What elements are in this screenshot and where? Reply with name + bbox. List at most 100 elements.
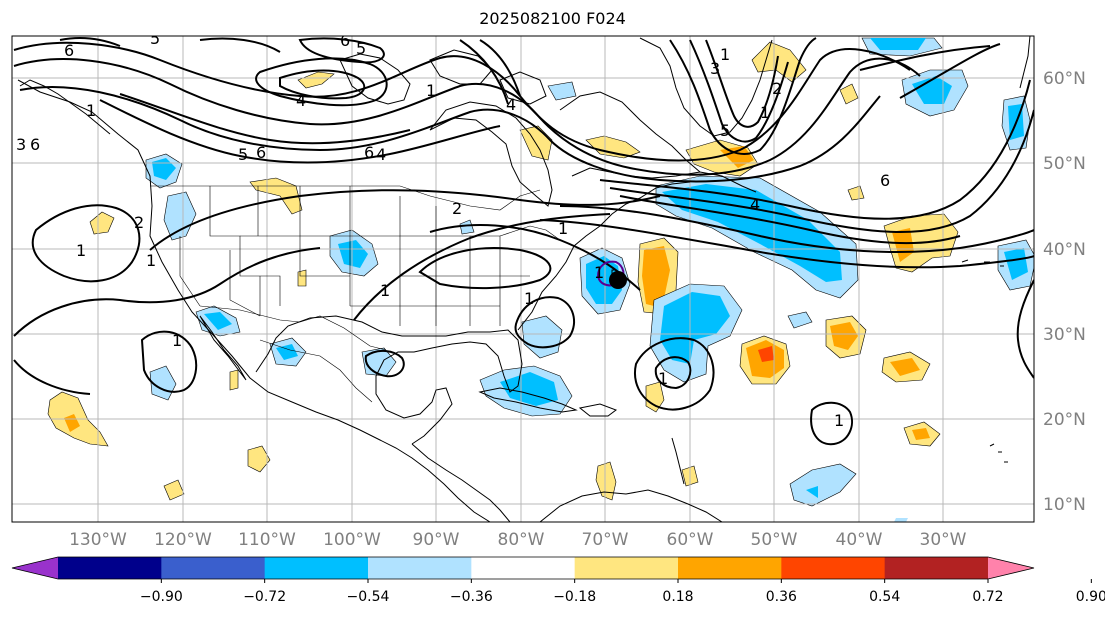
contour-line xyxy=(19,86,881,183)
lat-tick-label: 30°N xyxy=(1043,325,1086,345)
positive-anomaly xyxy=(595,461,617,501)
lon-tick-label: 90°W xyxy=(413,530,460,550)
colorbar-segment xyxy=(471,557,576,579)
contour-line xyxy=(479,39,521,97)
contour-line xyxy=(13,247,321,337)
lat-tick-label: 20°N xyxy=(1043,410,1086,430)
negative-anomaly xyxy=(276,344,298,360)
contour-label: 1 xyxy=(834,411,844,430)
contour-label: 6 xyxy=(256,143,266,162)
colorbar-segment xyxy=(781,557,886,579)
lon-tick-label: 30°W xyxy=(920,530,967,550)
border-us-canada xyxy=(150,185,541,211)
negative-anomaly xyxy=(163,191,197,241)
lon-tick-label: 130°W xyxy=(69,530,127,550)
positive-anomaly xyxy=(642,246,670,308)
contour-label: 5 xyxy=(238,145,248,164)
contour-line xyxy=(364,350,405,378)
arctic-islands xyxy=(499,71,547,105)
contour-line xyxy=(13,57,921,176)
colorbar-segment xyxy=(264,557,369,579)
negative-anomaly xyxy=(894,518,908,522)
colorbar-segment xyxy=(161,557,266,579)
contour-label: 2 xyxy=(772,79,782,98)
negative-anomaly xyxy=(459,219,475,235)
state-line xyxy=(240,235,351,306)
colorbar-tick-label: 0.18 xyxy=(662,589,693,605)
negative-anomaly xyxy=(521,315,563,359)
hispaniola xyxy=(578,403,618,417)
contour-label: 1 xyxy=(720,45,730,64)
contour-line xyxy=(298,37,385,64)
contour-label: 1 xyxy=(146,251,156,270)
state-borders xyxy=(150,185,561,403)
contour-line xyxy=(559,205,1034,253)
contours xyxy=(13,37,1034,446)
colorbar-tick-label: 0.90 xyxy=(1076,589,1105,605)
contour-line xyxy=(31,204,141,283)
positive-anomaly xyxy=(847,185,865,201)
colorbar-tick-label: −0.36 xyxy=(450,589,493,605)
lon-tick-label: 70°W xyxy=(582,530,629,550)
contour-line xyxy=(705,39,779,128)
contour-line xyxy=(353,213,611,321)
positive-anomaly xyxy=(839,83,859,105)
europe-edge xyxy=(1019,36,1031,89)
lesser-antilles xyxy=(671,437,685,485)
contour-label: 4 xyxy=(750,195,760,214)
coastlines xyxy=(17,36,1031,522)
lon-tick-label: 100°W xyxy=(323,530,381,550)
alaska-islands xyxy=(19,79,111,135)
contour-label: 6 xyxy=(364,143,374,162)
positive-anomaly xyxy=(830,322,858,350)
positive-anomaly xyxy=(585,135,641,159)
us-east-coast xyxy=(517,181,691,331)
contour-label: 5 xyxy=(720,121,730,140)
arctic-islands xyxy=(339,53,411,105)
positive-anomaly xyxy=(247,445,271,473)
contour-line xyxy=(459,39,509,105)
contour-label: 6 xyxy=(340,31,350,50)
positive-anomaly xyxy=(890,358,920,376)
negative-anomaly xyxy=(660,292,730,364)
latitude-labels: 60°N 50°N 40°N 30°N 20°N 10°N xyxy=(1043,69,1086,515)
lon-tick-label: 120°W xyxy=(154,530,212,550)
colorbar-segment xyxy=(368,557,472,579)
contour-line xyxy=(599,79,1031,220)
positive-anomaly xyxy=(89,211,115,235)
state-line xyxy=(470,235,530,326)
map-frame xyxy=(11,35,1035,523)
negative-anomaly xyxy=(204,312,232,330)
contour-line xyxy=(859,45,991,71)
central-america xyxy=(411,443,511,522)
north-america-west-coast xyxy=(17,79,491,522)
contour-label: 5 xyxy=(150,29,160,48)
colorbar-outline xyxy=(11,556,1035,580)
negative-anomaly xyxy=(912,76,952,104)
colorbar-tick-label: −0.90 xyxy=(140,589,183,605)
colorbar-segment xyxy=(884,557,989,579)
contour-line xyxy=(514,296,575,349)
contour-line xyxy=(149,189,661,251)
contour-line xyxy=(279,69,366,100)
positive-anomaly xyxy=(249,177,303,215)
contour-line xyxy=(634,337,715,411)
contour-line xyxy=(619,195,961,245)
positive-anomaly xyxy=(645,381,665,413)
lon-tick-label: 40°W xyxy=(836,530,883,550)
storm-center-marker xyxy=(609,271,627,289)
lon-tick-label: 80°W xyxy=(498,530,545,550)
contour-label: 1 xyxy=(658,369,668,388)
positive-anomaly xyxy=(297,71,335,89)
contour-label: 2 xyxy=(134,213,144,232)
contour-label: 4 xyxy=(296,91,306,110)
mexico-states xyxy=(259,339,373,403)
contour-label: 1 xyxy=(426,81,436,100)
colorbar-tick-label: 0.36 xyxy=(766,589,797,605)
labrador xyxy=(559,91,701,173)
south-america-north xyxy=(539,489,723,522)
lon-tick-label: 50°W xyxy=(751,530,798,550)
contour-line xyxy=(654,356,692,390)
positive-anomaly xyxy=(229,369,239,391)
